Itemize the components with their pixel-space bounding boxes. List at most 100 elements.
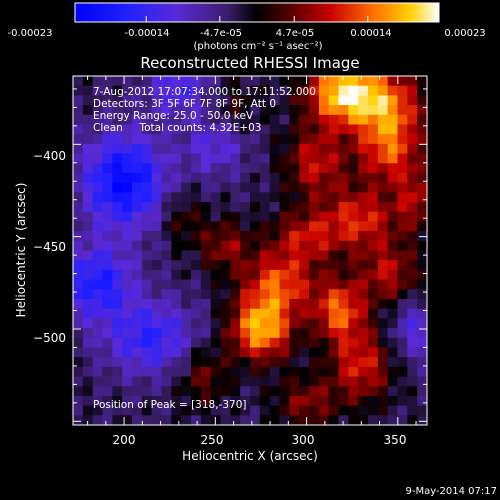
heatmap-cell [368, 269, 379, 280]
heatmap-cell [387, 153, 398, 164]
heatmap-cell [387, 211, 398, 222]
heatmap-cell [181, 250, 192, 261]
heatmap-cell [407, 202, 418, 213]
heatmap-cell [141, 260, 153, 271]
heatmap-cell [181, 289, 192, 300]
heatmap-cell [397, 269, 408, 280]
heatmap-cell [151, 269, 162, 280]
heatmap-cell [269, 134, 280, 145]
heatmap-cell [112, 124, 123, 135]
heatmap-cell [368, 386, 379, 397]
heatmap-cell [318, 250, 330, 261]
heatmap-cell [289, 289, 300, 300]
heatmap-cell [309, 386, 320, 397]
heatmap-cell [407, 95, 418, 106]
heatmap-cell [220, 337, 231, 348]
heatmap-cell [328, 328, 339, 339]
heatmap-cell [358, 250, 369, 261]
heatmap-cell [82, 318, 94, 329]
heatmap-cell [230, 357, 241, 368]
heatmap-cell [397, 240, 408, 251]
heatmap-cell [269, 76, 280, 87]
heatmap-cell [407, 172, 418, 184]
heatmap-cell [102, 172, 113, 184]
heatmap-cell [73, 134, 84, 145]
heatmap-cell [348, 298, 359, 310]
heatmap-cell [279, 269, 290, 280]
heatmap-cell [151, 366, 162, 377]
heatmap-cell [299, 105, 310, 116]
heatmap-cell [210, 202, 221, 213]
heatmap-cell [92, 114, 103, 125]
heatmap-cell [191, 279, 202, 290]
heatmap-cell [368, 172, 379, 184]
heatmap-cell [250, 231, 261, 242]
heatmap-cell [181, 415, 192, 425]
heatmap-cell [102, 163, 113, 174]
heatmap-cell [407, 134, 418, 145]
heatmap-cell [407, 260, 418, 271]
heatmap-cell [102, 260, 113, 271]
heatmap-cell [279, 172, 290, 184]
heatmap-cell [102, 308, 113, 319]
heatmap-cell [299, 395, 310, 407]
heatmap-cell [171, 95, 182, 106]
heatmap-cell [269, 124, 280, 135]
heatmap-cell [73, 298, 84, 310]
heatmap-cell [259, 298, 271, 310]
heatmap-cell [102, 143, 113, 154]
heatmap-cell [73, 202, 84, 213]
heatmap-cell [112, 221, 123, 232]
heatmap-cell [122, 415, 133, 425]
heatmap-cell [299, 192, 310, 203]
heatmap-cell [220, 415, 231, 425]
heatmap-cell [102, 95, 113, 106]
heatmap-cell [151, 298, 162, 310]
heatmap-cell [279, 279, 290, 290]
heatmap-cell [73, 114, 84, 125]
heatmap-cell [151, 357, 162, 368]
heatmap-cell [240, 240, 251, 251]
heatmap-cell [141, 405, 153, 416]
heatmap-cell [200, 337, 212, 348]
heatmap-cell [230, 153, 241, 164]
heatmap-cell [377, 202, 389, 213]
heatmap-cell [132, 153, 143, 164]
heatmap-cell [141, 202, 153, 213]
heatmap-cell [328, 415, 339, 425]
heatmap-cell [230, 182, 241, 193]
heatmap-cell [318, 153, 330, 164]
heatmap-cell [417, 395, 427, 407]
heatmap-cell [279, 308, 290, 319]
heatmap-cell [318, 298, 330, 310]
heatmap-cell [200, 153, 212, 164]
heatmap-cell [181, 376, 192, 387]
heatmap-cell [181, 298, 192, 310]
heatmap-cell [240, 163, 251, 174]
heatmap-cell [141, 172, 153, 184]
heatmap-cell [151, 240, 162, 251]
heatmap-cell [161, 279, 172, 290]
heatmap-cell [397, 211, 408, 222]
heatmap-cell [358, 395, 369, 407]
heatmap-cell [240, 347, 251, 358]
heatmap-cell [397, 114, 408, 125]
chart-title: Reconstructed RHESSI Image [140, 54, 359, 72]
heatmap-cell [250, 376, 261, 387]
heatmap-cell [122, 357, 133, 368]
heatmap-cell [181, 366, 192, 377]
heatmap-cell [141, 95, 153, 106]
heatmap-cell [112, 134, 123, 145]
heatmap-cell [122, 153, 133, 164]
heatmap-cell [112, 405, 123, 416]
heatmap-cell [200, 415, 212, 425]
heatmap-cell [279, 298, 290, 310]
heatmap-cell [230, 376, 241, 387]
heatmap-cell [338, 182, 349, 193]
heatmap-cell [171, 250, 182, 261]
heatmap-cell [348, 182, 359, 193]
heatmap-cell [250, 221, 261, 232]
heatmap-cell [200, 347, 212, 358]
heatmap-cell [161, 95, 172, 106]
heatmap-cell [82, 172, 94, 184]
